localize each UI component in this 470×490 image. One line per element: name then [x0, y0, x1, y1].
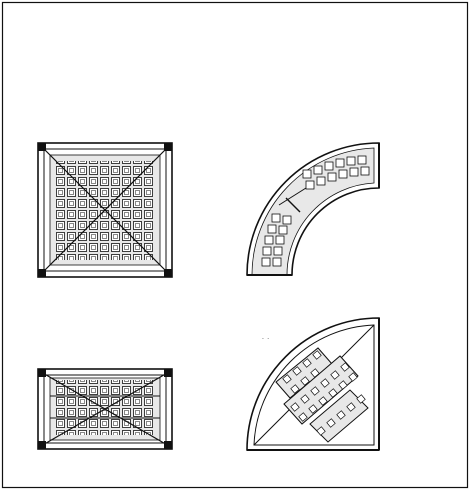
- square-module: [37, 142, 173, 278]
- sector-module: [246, 317, 380, 451]
- arc-module: [246, 142, 380, 276]
- annotation-mark: - -: [262, 336, 271, 342]
- rect-module: [37, 368, 173, 450]
